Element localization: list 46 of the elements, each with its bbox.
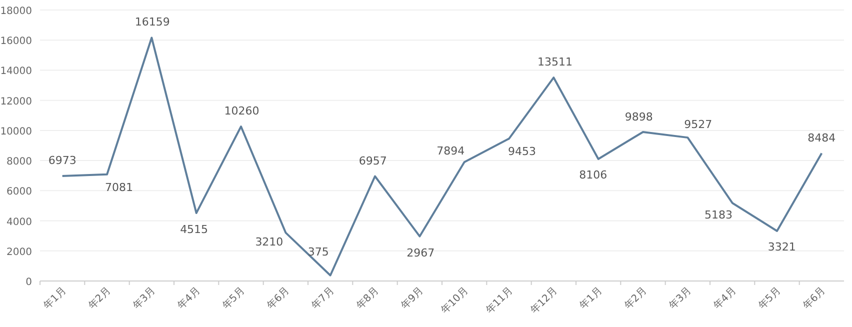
data-label: 2967 <box>406 246 435 260</box>
y-tick-label: 18000 <box>0 6 32 17</box>
x-tick-label: 年1月 <box>41 284 68 312</box>
y-tick-label: 10000 <box>0 126 32 138</box>
data-label: 3321 <box>768 240 796 254</box>
y-tick-label: 2000 <box>6 246 32 258</box>
x-tick-label: 年3月 <box>666 284 694 312</box>
data-label: 16159 <box>134 16 170 29</box>
y-tick-label: 4000 <box>6 216 32 228</box>
y-tick-label: 14000 <box>0 66 32 78</box>
y-tick-label: 6000 <box>6 186 32 198</box>
data-label: 4515 <box>180 222 208 236</box>
x-tick-label: 年2月 <box>86 284 114 312</box>
data-label: 9527 <box>684 118 712 131</box>
data-label: 7894 <box>436 144 465 158</box>
data-label: 10260 <box>224 104 260 118</box>
x-tick-label: 年6月 <box>800 284 828 312</box>
x-tick-label: 年4月 <box>711 284 738 312</box>
data-label: 3210 <box>255 236 284 249</box>
x-tick-label: 年5月 <box>756 284 784 312</box>
data-label: 7081 <box>105 181 134 194</box>
data-label: 9898 <box>624 110 653 124</box>
x-tick-label: 年6月 <box>264 284 292 312</box>
data-label: 5183 <box>704 208 732 222</box>
data-label: 375 <box>308 245 329 258</box>
x-tick-label: 年2月 <box>622 284 650 312</box>
x-tick-label: 年9月 <box>398 284 426 312</box>
data-label: 8484 <box>808 131 836 144</box>
x-tick-label: 年5月 <box>220 284 248 312</box>
data-label: 13511 <box>537 56 572 69</box>
y-tick-label: 8000 <box>6 156 32 168</box>
y-tick-label: 16000 <box>0 36 32 48</box>
data-label: 6957 <box>358 154 387 168</box>
x-tick-label: 年10月 <box>438 284 470 316</box>
data-label: 8106 <box>579 168 608 182</box>
x-tick-label: 年12月 <box>528 284 560 316</box>
y-tick-label: 12000 <box>0 96 32 108</box>
x-tick-label: 年7月 <box>309 284 336 312</box>
data-label: 9453 <box>508 144 536 158</box>
x-tick-label: 年1月 <box>577 284 604 312</box>
x-tick-label: 年8月 <box>354 284 382 312</box>
x-tick-label: 年11月 <box>483 284 516 316</box>
x-tick-label: 年3月 <box>130 284 158 312</box>
data-label: 6973 <box>48 154 76 168</box>
y-tick-label: 0 <box>26 277 32 288</box>
x-tick-label: 年4月 <box>175 284 202 312</box>
